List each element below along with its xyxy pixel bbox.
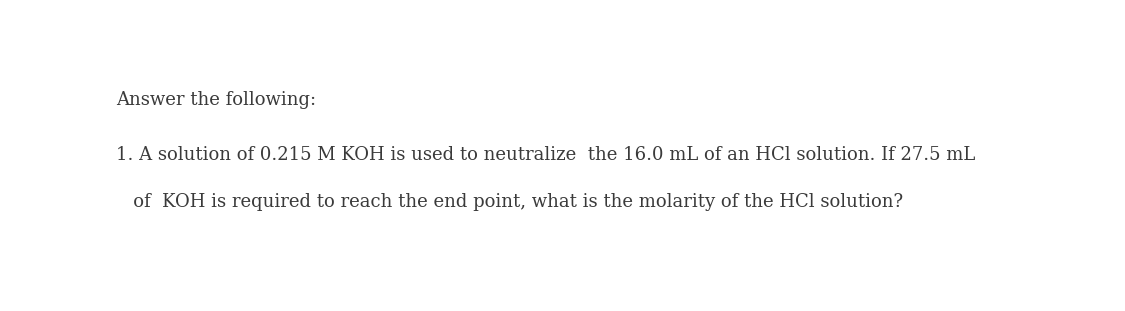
Text: Answer the following:: Answer the following: xyxy=(116,91,316,109)
Text: of  KOH is required to reach the end point, what is the molarity of the HCl solu: of KOH is required to reach the end poin… xyxy=(116,193,903,211)
Text: 1. A solution of 0.215 M KOH is used to neutralize  the 16.0 mL of an HCl soluti: 1. A solution of 0.215 M KOH is used to … xyxy=(116,146,975,165)
